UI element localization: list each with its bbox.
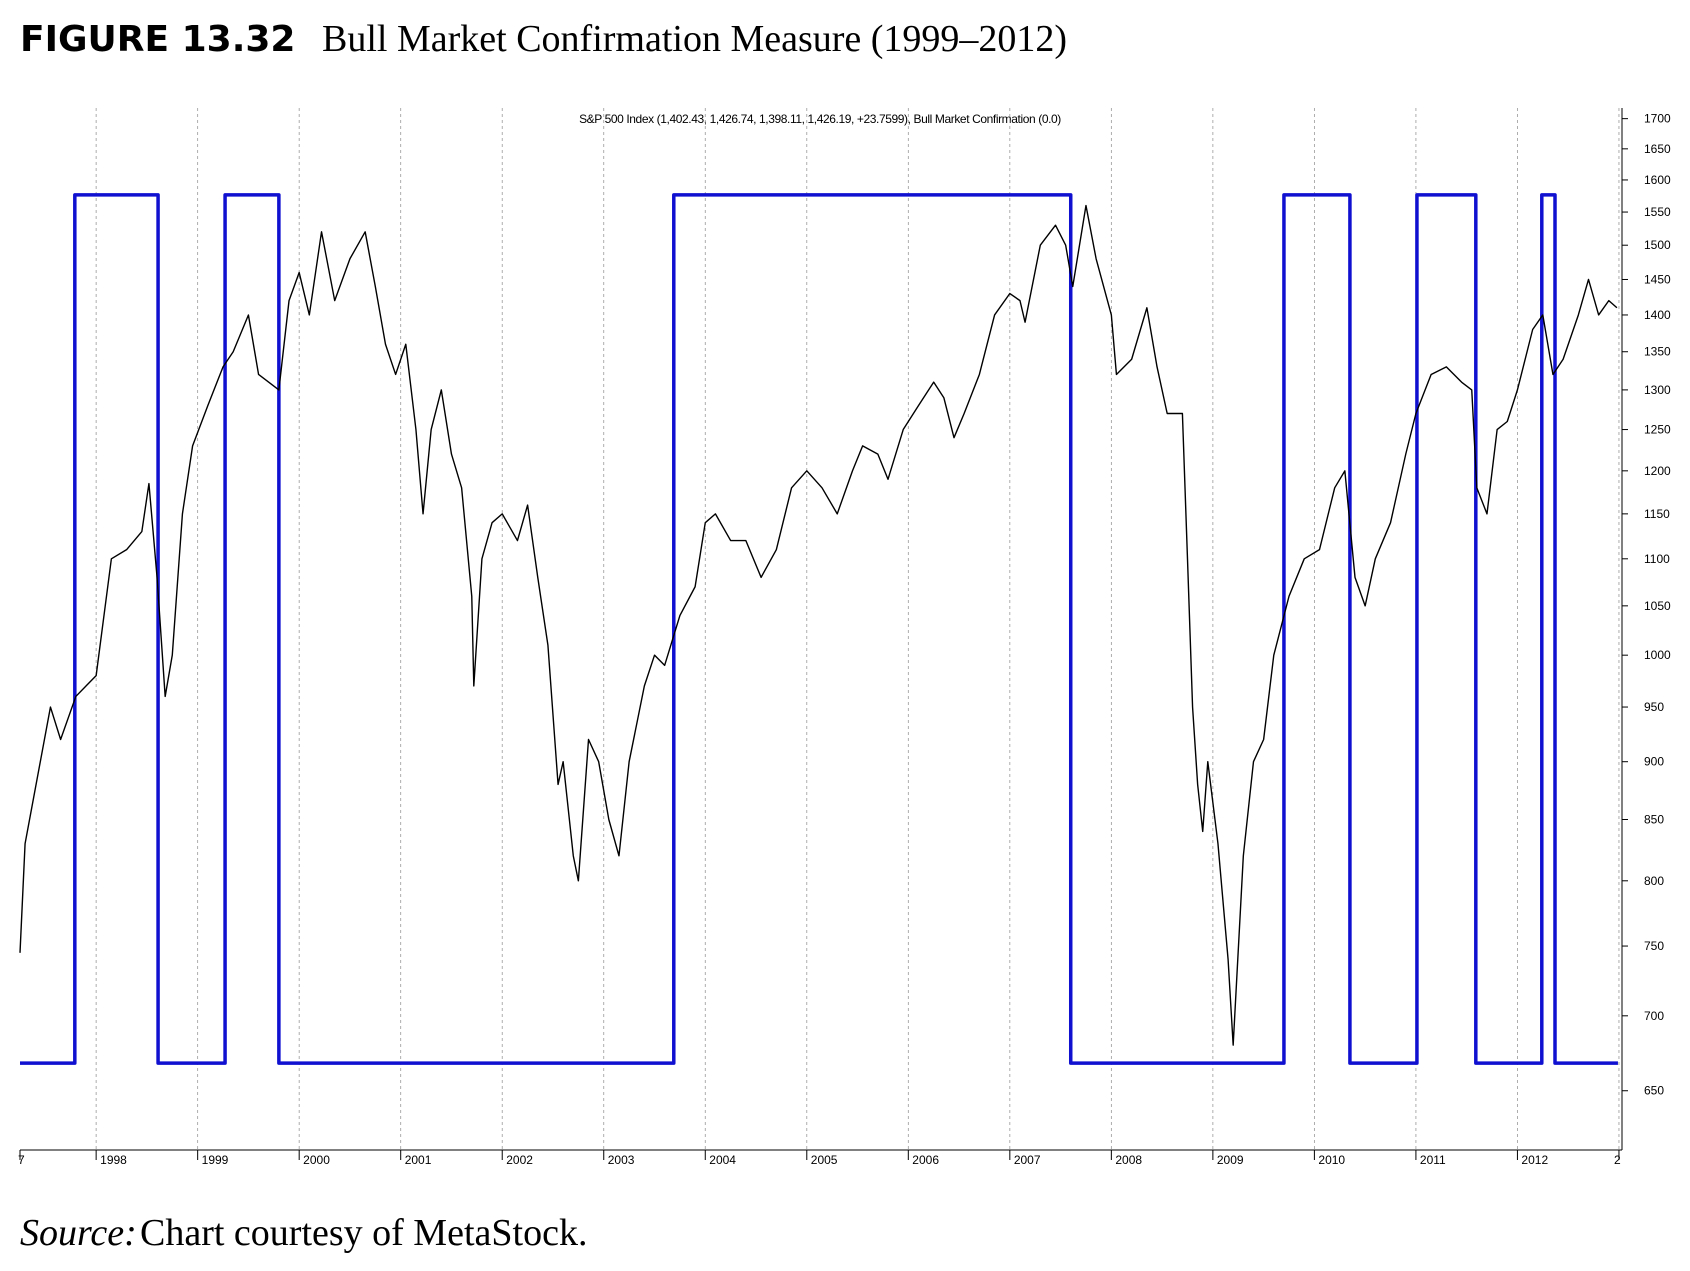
indicator-line bbox=[20, 193, 1618, 1065]
x-tick-label: 2010 bbox=[1318, 1153, 1345, 1167]
y-tick-label: 800 bbox=[1644, 874, 1664, 888]
y-tick-label: 1550 bbox=[1644, 205, 1671, 219]
x-tick-label: 2009 bbox=[1217, 1153, 1244, 1167]
source-label: Source: bbox=[20, 1212, 137, 1254]
y-tick-label: 1650 bbox=[1644, 142, 1671, 156]
y-tick-label: 1700 bbox=[1644, 112, 1671, 126]
price-line bbox=[19, 204, 1618, 1046]
x-tick-label: 2005 bbox=[811, 1153, 838, 1167]
x-tick-label: 2001 bbox=[405, 1153, 432, 1167]
legend-name: Bull Market Confirmation bbox=[914, 112, 1036, 126]
y-tick-label: 900 bbox=[1644, 755, 1664, 769]
x-tick-label: 2006 bbox=[912, 1153, 939, 1167]
y-tick-label: 1300 bbox=[1644, 383, 1671, 397]
y-tick-label: 950 bbox=[1644, 700, 1664, 714]
y-tick-label: 750 bbox=[1644, 939, 1664, 953]
y-tick-label: 1150 bbox=[1644, 507, 1670, 521]
y-tick-label: 1250 bbox=[1644, 423, 1671, 437]
x-tick-label: 7 bbox=[18, 1153, 25, 1167]
x-tick-label: 2007 bbox=[1014, 1153, 1041, 1167]
legend-name: S&P 500 Index bbox=[579, 112, 654, 126]
y-tick-label: 1000 bbox=[1644, 648, 1671, 662]
y-tick-label: 1100 bbox=[1644, 552, 1670, 566]
y-tick-label: 1200 bbox=[1644, 464, 1671, 478]
y-tick-label: 850 bbox=[1644, 812, 1664, 826]
legend-label: (1,402.43, 1,426.74, 1,398.11, 1,426.19,… bbox=[657, 112, 911, 126]
x-tick-label: 2 bbox=[1614, 1153, 1621, 1167]
legend-label: (0.0) bbox=[1038, 112, 1061, 126]
x-tick-label: 2003 bbox=[608, 1153, 635, 1167]
x-tick-label: 1998 bbox=[100, 1153, 127, 1167]
chart-title: Bull Market Confirmation Measure (1999–2… bbox=[322, 18, 1067, 60]
y-tick-label: 1350 bbox=[1644, 345, 1671, 359]
y-tick-label: 1400 bbox=[1644, 308, 1671, 322]
x-tick-label: 2004 bbox=[709, 1153, 736, 1167]
y-tick-label: 1450 bbox=[1644, 272, 1671, 286]
x-tick-label: 2008 bbox=[1115, 1153, 1142, 1167]
x-tick-label: 2002 bbox=[506, 1153, 533, 1167]
x-tick-label: 2000 bbox=[303, 1153, 330, 1167]
source-text: Chart courtesy of MetaStock. bbox=[140, 1212, 587, 1254]
y-tick-label: 1050 bbox=[1644, 599, 1671, 613]
legend: S&P 500 Index (1,402.43, 1,426.74, 1,398… bbox=[579, 112, 1061, 126]
x-tick-label: 2012 bbox=[1521, 1153, 1548, 1167]
y-tick-label: 700 bbox=[1644, 1009, 1664, 1023]
figure-label: FIGURE 13.32 bbox=[20, 19, 295, 60]
x-tick-label: 1999 bbox=[202, 1153, 229, 1167]
x-tick-label: 2011 bbox=[1420, 1153, 1446, 1167]
y-tick-label: 1500 bbox=[1644, 238, 1671, 252]
y-tick-label: 650 bbox=[1644, 1084, 1664, 1098]
y-tick-label: 1600 bbox=[1644, 173, 1671, 187]
